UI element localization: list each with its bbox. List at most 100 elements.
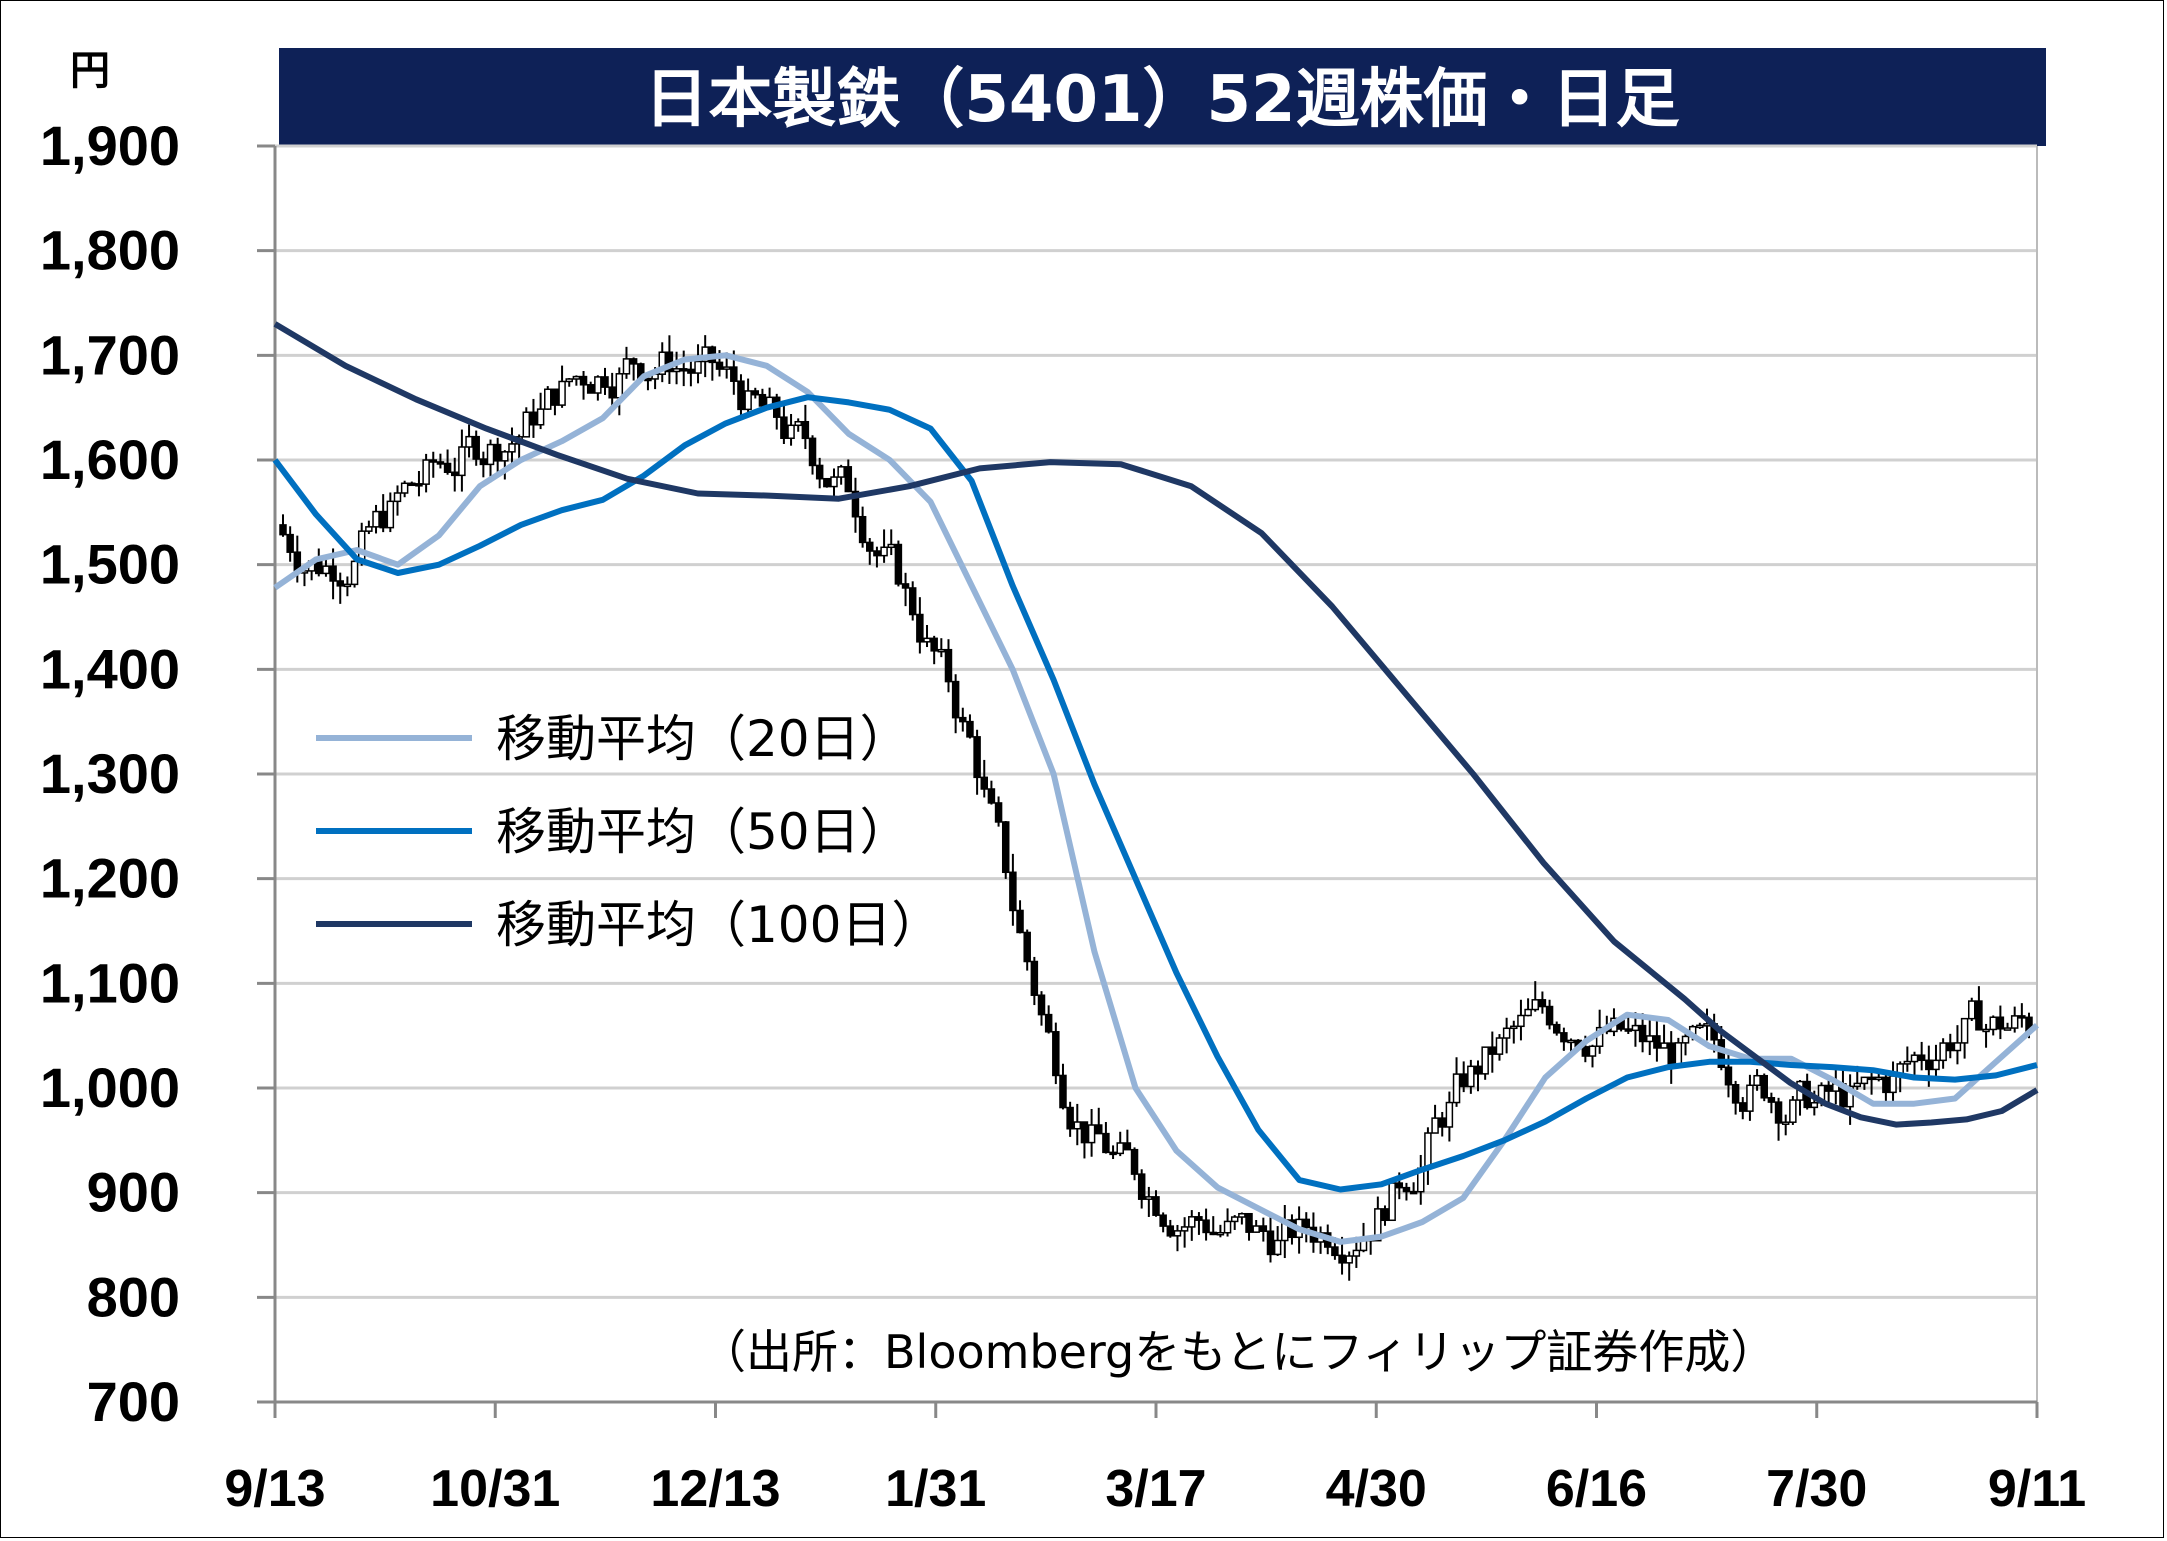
y-tick-label: 1,700	[40, 323, 180, 386]
candle-body	[1424, 1132, 1432, 1170]
candle-body	[622, 358, 631, 375]
moving-average-lines	[272, 321, 2039, 1245]
candle-body	[357, 530, 366, 563]
candle-body	[1789, 1099, 1797, 1123]
candle-body	[1252, 1225, 1260, 1233]
candle-body	[901, 583, 910, 589]
candle-body	[458, 446, 466, 477]
candle-body	[923, 637, 931, 643]
candle-body	[594, 376, 602, 394]
y-tick-label: 1,400	[40, 637, 180, 700]
candle-body	[1216, 1231, 1225, 1236]
candle-body	[1946, 1042, 1955, 1052]
ma-line-2	[273, 321, 2039, 1128]
candle-body	[436, 461, 445, 465]
candle-body	[1882, 1076, 1890, 1094]
y-tick-label: 1,300	[40, 742, 180, 805]
candle-body	[880, 546, 888, 557]
candle-body	[887, 543, 895, 549]
candle-body	[1538, 999, 1547, 1008]
y-tick-label: 1,600	[40, 428, 180, 491]
candle-body	[1037, 994, 1046, 1016]
candle-body	[1645, 1035, 1654, 1043]
candle-body	[1438, 1117, 1446, 1128]
candle-body	[737, 380, 745, 411]
candle-body	[1624, 1028, 1633, 1032]
candle-body	[858, 515, 867, 544]
candle-body	[1681, 1035, 1690, 1044]
candle-body	[1180, 1226, 1189, 1232]
candle-body	[1202, 1219, 1210, 1234]
legend-label-ma50: 移動平均（50日）	[496, 803, 910, 861]
candle-body	[1009, 871, 1017, 912]
candle-body	[1939, 1042, 1947, 1062]
candle-body	[1102, 1132, 1110, 1154]
candle-body	[730, 366, 738, 382]
y-tick-label: 1,800	[40, 219, 180, 282]
candle-body	[1531, 999, 1540, 1011]
candle-body	[472, 435, 480, 460]
candle-body	[758, 393, 767, 407]
candle-body	[1502, 1027, 1511, 1039]
candle-body	[1302, 1218, 1311, 1229]
candle-body	[679, 368, 688, 372]
candle-body	[522, 411, 531, 438]
title-banner	[279, 48, 2046, 146]
y-tick-label: 1,000	[40, 1056, 180, 1119]
candle-body	[1044, 1013, 1053, 1033]
candle-body	[372, 510, 380, 528]
candle-body	[994, 802, 1003, 823]
candle-body	[744, 390, 752, 411]
x-tick-label: 12/13	[650, 1460, 780, 1518]
candle-body	[1388, 1182, 1396, 1222]
candle-body	[443, 462, 452, 473]
candle-body	[315, 560, 323, 575]
candle-body	[1975, 1000, 1983, 1031]
candle-body	[393, 492, 402, 503]
y-unit-label: 円	[70, 48, 110, 94]
candle-body	[1724, 1066, 1733, 1086]
legend-label-ma20: 移動平均（20日）	[496, 710, 910, 768]
candle-body	[1066, 1106, 1074, 1130]
candle-body	[1166, 1225, 1175, 1237]
candle-body	[1188, 1216, 1196, 1228]
candle-body	[450, 471, 459, 477]
candle-body	[586, 384, 595, 394]
candle-body	[1001, 821, 1010, 874]
candle-body	[1982, 1028, 1990, 1033]
candle-body	[1109, 1151, 1117, 1156]
candle-body	[873, 550, 881, 557]
candle-body	[1552, 1023, 1561, 1034]
candle-body	[1560, 1032, 1568, 1043]
candle-body	[415, 483, 423, 487]
candle-body	[601, 376, 609, 388]
candle-body	[1767, 1097, 1776, 1103]
candle-body	[951, 680, 960, 719]
candle-body	[1667, 1042, 1675, 1067]
candle-body	[1409, 1190, 1418, 1195]
x-tick-label: 1/31	[885, 1460, 986, 1518]
candle-body	[1030, 960, 1039, 996]
candle-body	[1860, 1076, 1869, 1085]
ma-line-1	[272, 394, 2038, 1193]
candle-body	[493, 443, 502, 462]
candle-body	[1739, 1102, 1747, 1112]
source-note: （出所：Bloombergをもとにフィリップ証券作成）	[700, 1325, 1776, 1379]
candle-body	[386, 500, 395, 529]
candle-body	[916, 613, 924, 643]
candle-body	[1968, 1000, 1976, 1020]
ma-line-0	[273, 352, 2039, 1245]
candle-body	[987, 788, 996, 804]
candle-body	[1932, 1059, 1940, 1071]
candle-body	[579, 375, 588, 386]
candle-body	[465, 435, 473, 448]
candle-body	[1674, 1042, 1683, 1067]
candle-body	[937, 648, 946, 653]
candle-body	[694, 360, 702, 374]
candle-body	[1145, 1196, 1153, 1200]
candlesticks	[279, 335, 2033, 1281]
candle-body	[1116, 1142, 1124, 1155]
candle-body	[1273, 1239, 1282, 1256]
candle-body	[2003, 1027, 2012, 1031]
candle-body	[687, 368, 695, 374]
